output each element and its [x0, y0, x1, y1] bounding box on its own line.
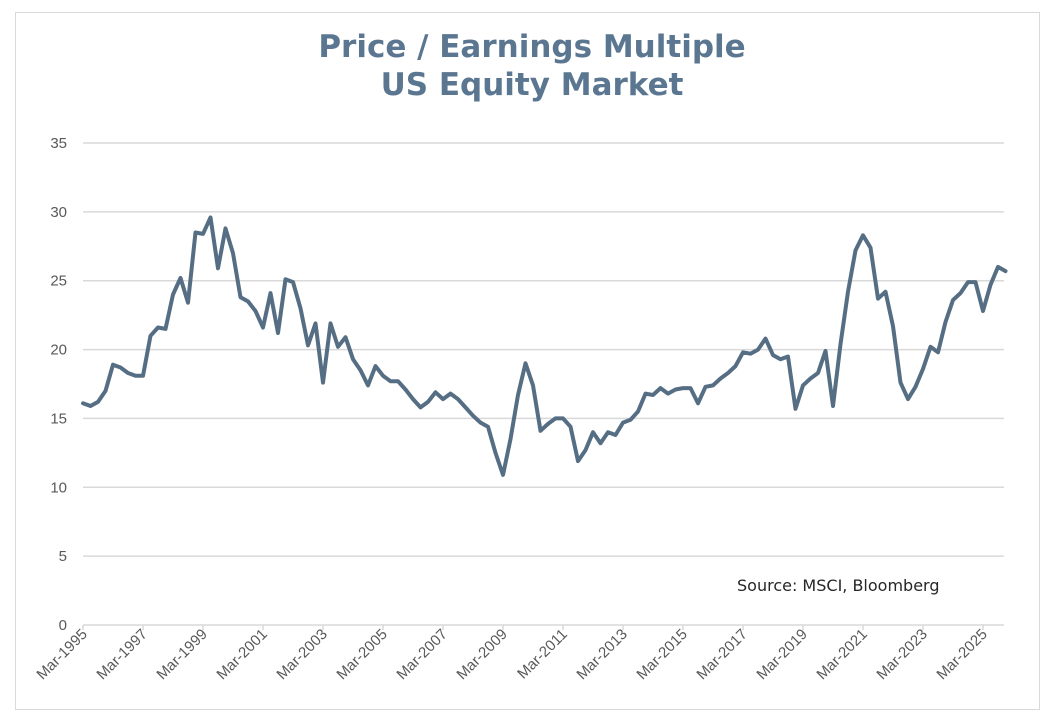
x-tick-label: Mar-2019: [753, 626, 810, 683]
x-tick-label: Mar-2017: [693, 626, 750, 683]
series-line-pe-multiple: [81, 215, 1008, 477]
x-tick-label: Mar-2011: [514, 626, 571, 683]
x-tick-label: Mar-2003: [273, 626, 330, 683]
x-tick-label: Mar-2005: [333, 626, 390, 683]
y-tick-label: 30: [50, 204, 67, 221]
x-tick-label: Mar-1999: [153, 626, 210, 683]
chart-title-block: Price / Earnings Multiple US Equity Mark…: [0, 28, 1064, 104]
source-annotation: Source: MSCI, Bloomberg: [737, 576, 940, 595]
x-axis: [82, 625, 984, 630]
x-tick-label: Mar-2023: [873, 626, 930, 683]
y-tick-label: 35: [50, 135, 67, 152]
y-tick-label: 0: [59, 617, 67, 634]
y-tick-label: 25: [50, 273, 67, 290]
chart-frame: [15, 12, 1040, 710]
x-tick-label: Mar-2025: [933, 626, 990, 683]
chart-title: Price / Earnings Multiple: [318, 29, 746, 65]
x-tick-label: Mar-2009: [453, 626, 510, 683]
x-tick-label: Mar-2013: [573, 626, 630, 683]
y-tick-label: 15: [50, 410, 67, 427]
y-tick-label: 10: [50, 479, 67, 496]
x-tick-label: Mar-2001: [213, 626, 270, 683]
y-axis-tick-labels: 0 5 10 15 20 25 30 35: [50, 135, 67, 634]
y-tick-label: 20: [50, 342, 67, 359]
x-tick-label: Mar-1997: [93, 626, 150, 683]
y-tick-label: 5: [59, 548, 67, 565]
x-tick-label: Mar-2015: [633, 626, 690, 683]
x-tick-label: Mar-2021: [813, 626, 870, 683]
x-axis-tick-labels: Mar-1995 Mar-1997 Mar-1999 Mar-2001 Mar-2003…: [33, 626, 990, 683]
x-tick-label: Mar-2007: [393, 626, 450, 683]
x-tick-label: Mar-1995: [33, 626, 90, 683]
gridlines: [83, 142, 1004, 626]
chart-subtitle: US Equity Market: [380, 67, 684, 103]
